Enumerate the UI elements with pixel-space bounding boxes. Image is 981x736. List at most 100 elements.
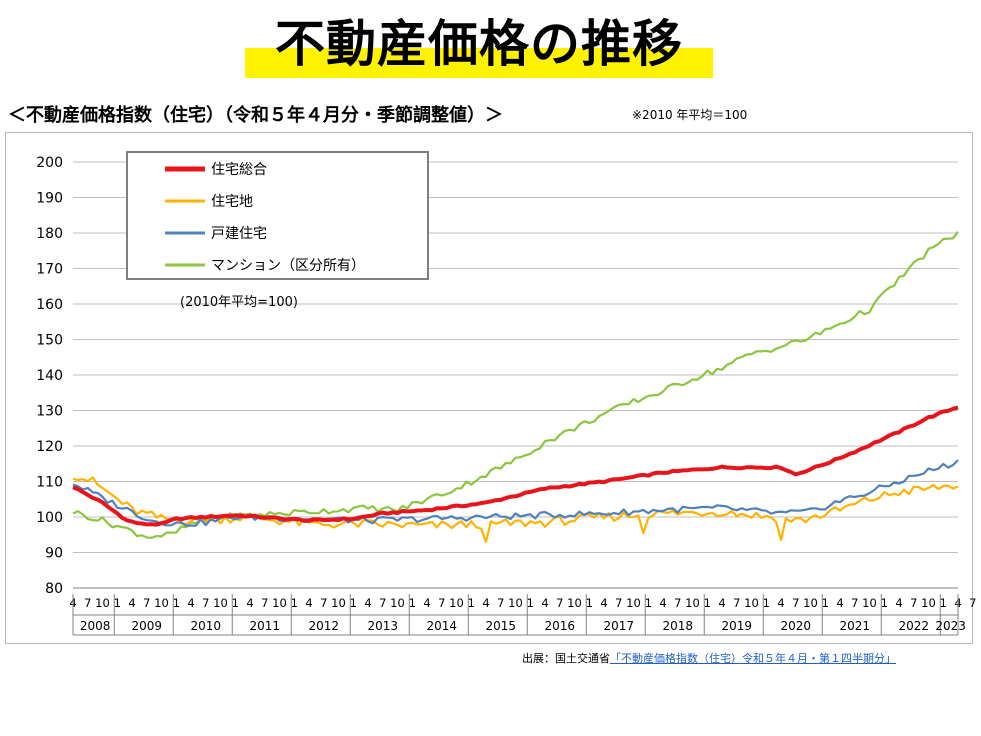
y-tick-label: 130 xyxy=(36,404,63,420)
series-line-1 xyxy=(72,476,959,544)
x-year-label: 2016 xyxy=(544,619,575,633)
x-tick-label: 4 xyxy=(718,596,725,610)
x-tick-label: 7 xyxy=(969,596,976,610)
x-tick-label: 1 xyxy=(645,596,652,610)
x-tick-label: 10 xyxy=(862,596,877,610)
title-highlight xyxy=(245,48,713,78)
y-tick-label: 190 xyxy=(36,191,63,207)
x-year-label: 2013 xyxy=(367,619,398,633)
x-tick-label: 10 xyxy=(567,596,582,610)
x-tick-label: 4 xyxy=(423,596,430,610)
page-title: 不動産価格の推移 xyxy=(275,15,683,73)
legend-label: 住宅総合 xyxy=(211,162,267,178)
y-tick-label: 80 xyxy=(45,581,63,597)
x-tick-label: 4 xyxy=(482,596,489,610)
x-year-label: 2019 xyxy=(721,619,752,633)
x-tick-label: 1 xyxy=(409,596,416,610)
x-tick-label: 4 xyxy=(541,596,548,610)
y-tick-label: 160 xyxy=(36,297,63,313)
x-year-label: 2010 xyxy=(190,619,221,633)
x-tick-label: 1 xyxy=(704,596,711,610)
x-tick-label: 10 xyxy=(685,596,700,610)
legend-label: 住宅地 xyxy=(211,194,253,210)
x-tick-label: 10 xyxy=(390,596,405,610)
x-tick-label: 7 xyxy=(320,596,327,610)
x-year-label: 2017 xyxy=(603,619,634,633)
x-tick-label: 1 xyxy=(881,596,888,610)
x-year-label: 2023 xyxy=(935,619,966,633)
x-year-label: 2012 xyxy=(308,619,339,633)
x-tick-label: 4 xyxy=(659,596,666,610)
y-tick-label: 90 xyxy=(45,546,63,562)
x-tick-label: 1 xyxy=(291,596,298,610)
x-tick-label: 7 xyxy=(733,596,740,610)
x-tick-label: 4 xyxy=(187,596,194,610)
y-tick-label: 180 xyxy=(36,226,63,242)
x-tick-label: 4 xyxy=(128,596,135,610)
x-tick-label: 7 xyxy=(438,596,445,610)
x-tick-label: 1 xyxy=(350,596,357,610)
legend-label: マンション（区分所有） xyxy=(211,258,365,274)
x-year-label: 2018 xyxy=(662,619,693,633)
x-tick-label: 10 xyxy=(154,596,169,610)
x-tick-label: 7 xyxy=(792,596,799,610)
x-tick-label: 10 xyxy=(213,596,228,610)
chart-inner-note: (2010年平均=100) xyxy=(180,295,298,310)
x-year-label: 2009 xyxy=(131,619,162,633)
x-tick-label: 1 xyxy=(173,596,180,610)
source-line: 出展：国土交通省「不動産価格指数（住宅）令和５年４月・第１四半期分」 xyxy=(522,650,896,666)
x-tick-label: 1 xyxy=(822,596,829,610)
chart-frame xyxy=(5,132,973,644)
y-tick-label: 120 xyxy=(36,439,63,455)
x-year-label: 2020 xyxy=(780,619,811,633)
x-tick-label: 1 xyxy=(940,596,947,610)
y-tick-label: 100 xyxy=(36,510,63,526)
x-tick-label: 10 xyxy=(803,596,818,610)
x-year-label: 2008 xyxy=(80,619,111,633)
x-tick-label: 1 xyxy=(586,596,593,610)
x-tick-label: 10 xyxy=(272,596,287,610)
x-tick-label: 10 xyxy=(744,596,759,610)
x-tick-label: 7 xyxy=(615,596,622,610)
x-tick-label: 1 xyxy=(527,596,534,610)
x-tick-label: 1 xyxy=(468,596,475,610)
series-line-0 xyxy=(72,405,959,527)
y-tick-label: 110 xyxy=(36,475,63,491)
x-tick-label: 4 xyxy=(364,596,371,610)
x-tick-label: 10 xyxy=(626,596,641,610)
x-tick-label: 1 xyxy=(232,596,239,610)
title-block: 不動産価格の推移 xyxy=(245,14,713,80)
x-year-label: 2015 xyxy=(485,619,516,633)
x-tick-label: 7 xyxy=(674,596,681,610)
x-tick-label: 4 xyxy=(777,596,784,610)
x-tick-label: 1 xyxy=(763,596,770,610)
x-tick-label: 4 xyxy=(305,596,312,610)
y-tick-label: 170 xyxy=(36,262,63,278)
legend-box xyxy=(126,151,429,280)
x-tick-label: 7 xyxy=(556,596,563,610)
source-link[interactable]: 「不動産価格指数（住宅）令和５年４月・第１四半期分」 xyxy=(610,652,896,665)
base-note: ※2010 年平均＝100 xyxy=(632,108,748,122)
chart-subtitle: ＜不動産価格指数（住宅）（令和５年４月分・季節調整値）＞ xyxy=(8,105,503,126)
x-year-label: 2022 xyxy=(898,619,929,633)
x-tick-label: 7 xyxy=(497,596,504,610)
x-tick-label: 10 xyxy=(508,596,523,610)
x-tick-label: 7 xyxy=(910,596,917,610)
x-tick-label: 4 xyxy=(895,596,902,610)
x-year-label: 2011 xyxy=(249,619,280,633)
y-tick-label: 140 xyxy=(36,368,63,384)
x-tick-label: 7 xyxy=(84,596,91,610)
x-tick-label: 1 xyxy=(114,596,121,610)
x-tick-label: 10 xyxy=(331,596,346,610)
x-tick-label: 10 xyxy=(921,596,936,610)
x-tick-label: 7 xyxy=(261,596,268,610)
x-tick-label: 4 xyxy=(246,596,253,610)
x-tick-label: 10 xyxy=(95,596,110,610)
x-tick-label: 7 xyxy=(379,596,386,610)
x-year-label: 2014 xyxy=(426,619,457,633)
x-tick-label: 10 xyxy=(449,596,464,610)
x-tick-label: 7 xyxy=(143,596,150,610)
y-tick-label: 200 xyxy=(36,155,63,171)
x-tick-label: 4 xyxy=(836,596,843,610)
